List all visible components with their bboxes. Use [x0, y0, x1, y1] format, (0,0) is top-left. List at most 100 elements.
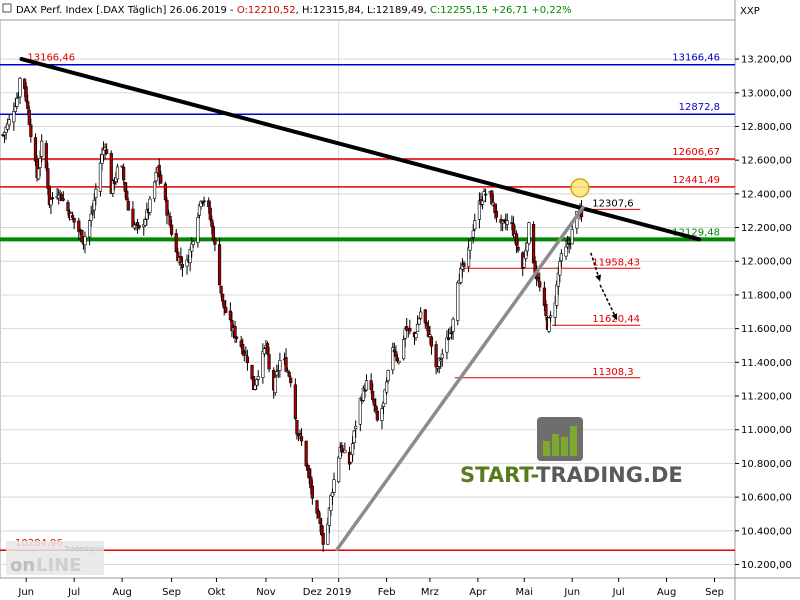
candle-body [91, 210, 95, 213]
short-level-label: 11958,43 [592, 257, 640, 268]
candle-body [262, 348, 267, 355]
x-tick-label: Sep [162, 587, 181, 598]
x-axis-ticks: Jun Jul Aug Sep Okt Nov Dez 2019 Feb Mrz Apr Mai Jun… [17, 578, 724, 598]
candle-body [298, 433, 302, 436]
logo-bar-4 [570, 426, 577, 456]
candle-body [462, 262, 466, 267]
candle-body [179, 256, 183, 263]
candle-body [12, 110, 16, 123]
level-label: 13166,46 [672, 53, 720, 64]
candle-body [80, 229, 84, 243]
start-trading-logo: START-TRADING.DE [460, 417, 683, 487]
y-tick-label: 11.400,00 [741, 358, 792, 369]
y-tick-label: 12.200,00 [741, 223, 792, 234]
candle-body [428, 334, 432, 337]
y-tick-label: 12.600,00 [741, 156, 792, 167]
y-tick-label: 11.600,00 [741, 324, 792, 335]
candle-body [166, 214, 171, 216]
candle-body [415, 323, 420, 332]
candle-body [321, 532, 325, 545]
trendline-downtrend [19, 57, 702, 242]
candle-body [330, 492, 335, 497]
svg-text:on: on [10, 555, 35, 576]
candle-body [352, 430, 356, 444]
candle-body [544, 303, 548, 316]
candle-body [354, 426, 358, 430]
symbol-label: XXP [740, 6, 760, 17]
candle-body [255, 379, 259, 386]
candle-body [484, 193, 488, 196]
candle-body [253, 384, 257, 390]
candle-body [211, 226, 215, 241]
candle-body [40, 140, 44, 157]
candle-body [126, 201, 130, 211]
candle-body [567, 243, 571, 246]
x-tick-label: Okt [208, 587, 226, 598]
candle-body [502, 219, 506, 222]
candle-body [94, 188, 98, 199]
candle-body [394, 351, 398, 357]
site-name: START-TRADING.DE [460, 463, 683, 487]
candle-body [516, 246, 520, 251]
candle-body [527, 222, 531, 244]
candle-body [174, 233, 178, 253]
y-tick-label: 12.400,00 [741, 189, 792, 200]
candle-body [148, 198, 152, 213]
candle-body [414, 333, 418, 338]
x-tick-label: Sep [705, 587, 724, 598]
candle-body [165, 200, 169, 216]
candle-body [98, 162, 103, 192]
y-tick-label: 13.200,00 [741, 55, 792, 66]
candle-body [440, 353, 444, 359]
candle-body [278, 360, 282, 371]
candle-body [18, 77, 22, 98]
y-tick-label: 11.800,00 [741, 290, 792, 301]
candle-body [358, 398, 362, 425]
candle-body [287, 372, 291, 377]
candle-body [501, 220, 505, 224]
candle-body [275, 371, 279, 376]
logo-bar-2 [552, 434, 559, 456]
candle-body [349, 454, 353, 463]
candle-body [558, 261, 562, 276]
candle-body [514, 233, 519, 246]
candle-body [536, 277, 540, 281]
trendlines [19, 57, 702, 552]
candle-body [364, 380, 369, 391]
candle-body [286, 370, 290, 373]
candle-body [88, 220, 92, 238]
gridlines [0, 20, 735, 578]
candle-body [559, 253, 563, 262]
candle-body [50, 197, 55, 200]
plot-area[interactable] [0, 19, 736, 579]
candle-body [185, 259, 189, 267]
candle-body [385, 381, 389, 393]
projection-arrowhead [595, 274, 602, 282]
candle-body [123, 182, 127, 192]
candle-body [524, 249, 528, 260]
square-icon[interactable] [2, 3, 12, 13]
candle-body [318, 518, 322, 525]
candle-body [135, 222, 140, 226]
candle-body [304, 440, 308, 467]
logo-bar-3 [561, 437, 568, 456]
candle-body [213, 238, 217, 245]
candle-body [289, 377, 293, 384]
candle-body [470, 238, 474, 240]
candle-body [397, 360, 401, 363]
y-tick-label: 12.800,00 [741, 122, 792, 133]
candle-body [451, 318, 455, 332]
candle-body [24, 86, 28, 102]
candle-body [555, 284, 559, 306]
candle-body [163, 183, 168, 201]
candle-body [29, 124, 33, 137]
y-tick-label: 10.800,00 [741, 459, 792, 470]
candle-body [196, 217, 200, 243]
candle-body [233, 325, 237, 338]
candle-body [538, 281, 542, 288]
candle-body [221, 293, 225, 302]
candle-body [180, 264, 185, 268]
candle-body [200, 202, 205, 204]
